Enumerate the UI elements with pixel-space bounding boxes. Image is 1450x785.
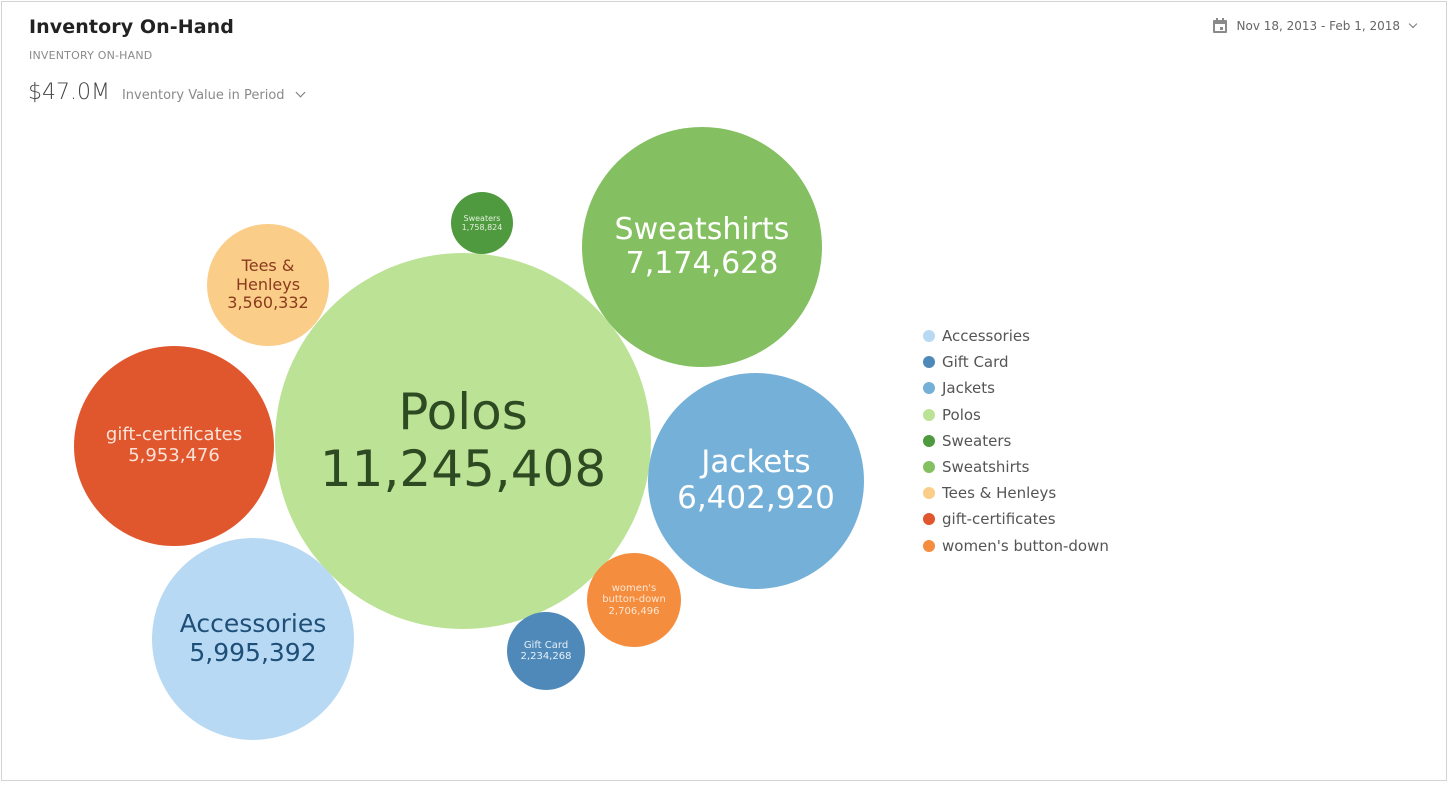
legend-swatch-icon bbox=[923, 461, 935, 474]
legend-label: Sweatshirts bbox=[942, 458, 1030, 477]
bubble-value: 3,560,332 bbox=[227, 293, 309, 313]
legend-item[interactable]: Tees & Henleys bbox=[923, 480, 1109, 506]
bubble-value: 2,234,268 bbox=[520, 651, 572, 662]
metric-value: $47.0M bbox=[28, 80, 110, 105]
legend-label: Gift Card bbox=[942, 353, 1009, 372]
bubble-value: 5,995,392 bbox=[189, 638, 317, 667]
bubble-label: Sweaters bbox=[463, 213, 501, 223]
legend-item[interactable]: women's button-down bbox=[923, 533, 1109, 559]
legend-label: Polos bbox=[942, 405, 981, 424]
legend-label: Accessories bbox=[942, 327, 1030, 346]
metric-selector[interactable]: Inventory Value in Period bbox=[121, 88, 285, 103]
legend-swatch-icon bbox=[923, 539, 935, 552]
bubble-polos[interactable]: Polos 11,245,408 bbox=[275, 253, 651, 629]
bubble-value: 1,758,824 bbox=[461, 223, 503, 232]
date-range-picker[interactable]: Nov 18, 2013 - Feb 1, 2018 bbox=[1212, 18, 1418, 33]
bubble-accessories[interactable]: Accessories 5,995,392 bbox=[152, 538, 354, 740]
legend-label: women's button-down bbox=[942, 536, 1109, 555]
chart-legend: Accessories Gift Card Jackets Polos Sweaters… bbox=[923, 323, 1109, 559]
legend-item[interactable]: gift-certificates bbox=[923, 506, 1109, 532]
bubble-label: Gift Card bbox=[523, 639, 569, 651]
bubble-label: Sweatshirts bbox=[614, 211, 790, 247]
calendar-icon bbox=[1212, 18, 1227, 33]
bubble-tees[interactable]: Tees & Henleys 3,560,332 bbox=[207, 224, 329, 346]
bubble-label: Tees & bbox=[241, 256, 295, 276]
metric-summary: $47.0M Inventory Value in Period bbox=[28, 80, 305, 105]
legend-swatch-icon bbox=[923, 382, 935, 395]
legend-swatch-icon bbox=[923, 356, 935, 369]
bubble-women-s[interactable]: women's button-down 2,706,496 bbox=[587, 553, 681, 647]
legend-label: Sweaters bbox=[942, 431, 1012, 450]
bubble-value: 5,953,476 bbox=[128, 445, 220, 466]
date-range-text: Nov 18, 2013 - Feb 1, 2018 bbox=[1236, 18, 1401, 33]
bubble-value: 2,706,496 bbox=[608, 605, 660, 617]
legend-label: Tees & Henleys bbox=[942, 484, 1057, 503]
bubble-label: Jackets bbox=[701, 444, 811, 481]
legend-label: gift-certificates bbox=[942, 510, 1056, 529]
legend-label: Jackets bbox=[942, 379, 995, 398]
bubble-label-line2: Henleys bbox=[235, 274, 301, 294]
legend-item[interactable]: Accessories bbox=[923, 323, 1109, 349]
legend-swatch-icon bbox=[923, 330, 935, 343]
bubble-jackets[interactable]: Jackets 6,402,920 bbox=[648, 373, 864, 589]
bubble-value: 7,174,628 bbox=[625, 246, 779, 281]
legend-item[interactable]: Sweatshirts bbox=[923, 454, 1109, 480]
chevron-down-icon[interactable] bbox=[295, 87, 305, 98]
bubble-gift-certificates[interactable]: gift-certificates 5,953,476 bbox=[74, 346, 274, 546]
bubble-label-line2: button-down bbox=[602, 594, 666, 606]
legend-swatch-icon bbox=[923, 487, 935, 500]
chevron-down-icon bbox=[1408, 19, 1418, 28]
legend-item[interactable]: Jackets bbox=[923, 375, 1109, 401]
bubble-gift-card[interactable]: Gift Card 2,234,268 bbox=[507, 612, 585, 690]
legend-item[interactable]: Polos bbox=[923, 402, 1109, 428]
bubble-label: gift-certificates bbox=[105, 424, 243, 446]
bubble-label: Accessories bbox=[179, 609, 327, 639]
bubble-sweatshirts[interactable]: Sweatshirts 7,174,628 bbox=[582, 127, 822, 367]
bubble-value: 6,402,920 bbox=[677, 480, 835, 516]
page-title: Inventory On-Hand bbox=[29, 16, 235, 38]
bubble-sweaters[interactable]: Sweaters 1,758,824 bbox=[451, 192, 513, 254]
legend-swatch-icon bbox=[923, 408, 935, 421]
chart-subtitle: INVENTORY ON-HAND bbox=[29, 49, 153, 62]
legend-item[interactable]: Sweaters bbox=[923, 428, 1109, 454]
legend-swatch-icon bbox=[923, 434, 935, 447]
bubble-label: women's bbox=[611, 582, 657, 594]
legend-item[interactable]: Gift Card bbox=[923, 349, 1109, 375]
bubble-label: Polos bbox=[398, 382, 528, 441]
legend-swatch-icon bbox=[923, 513, 935, 526]
bubble-value: 11,245,408 bbox=[319, 440, 607, 498]
